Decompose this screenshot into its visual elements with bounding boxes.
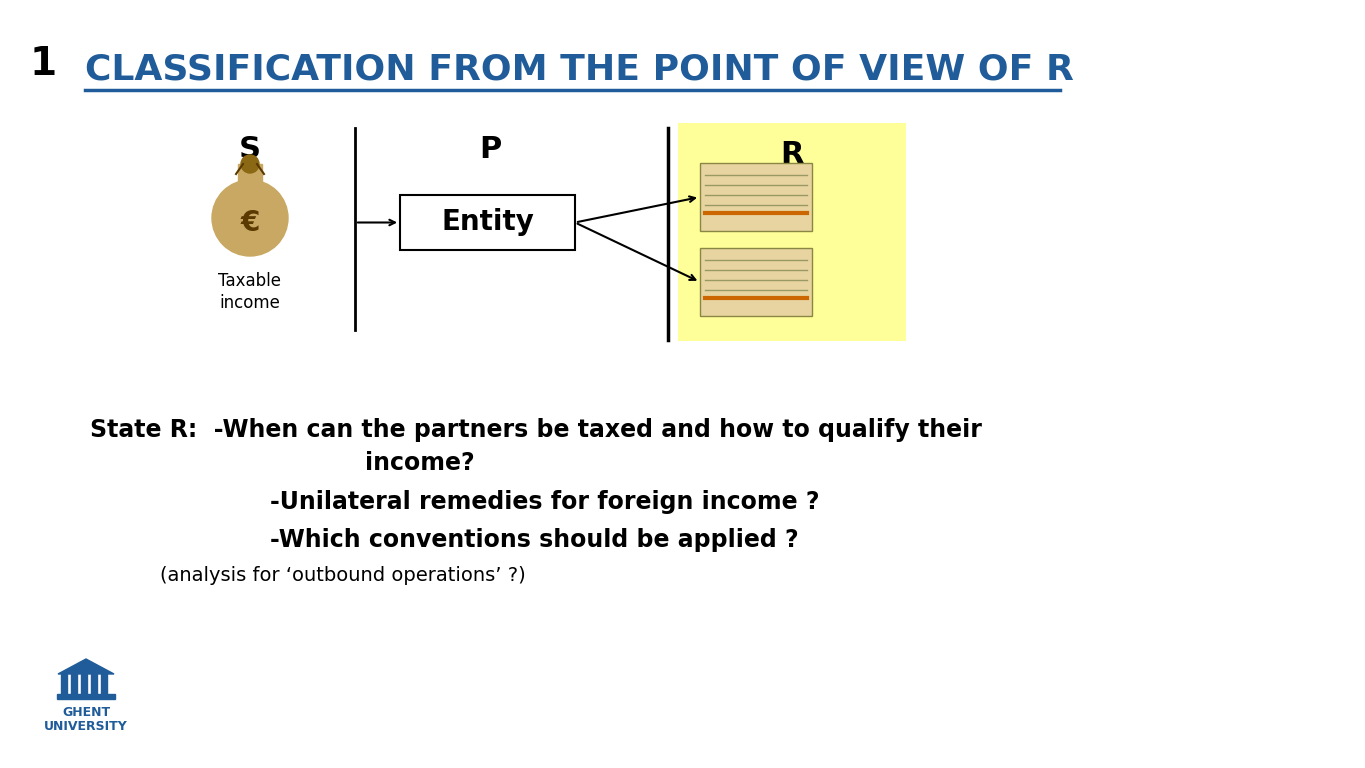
Bar: [61, 674, 67, 694]
Bar: [400, 195, 575, 250]
Bar: [700, 163, 812, 231]
Bar: [81, 674, 87, 694]
Bar: [700, 248, 812, 316]
Text: P: P: [479, 135, 501, 164]
Text: GHENT: GHENT: [61, 706, 111, 719]
Text: S: S: [239, 135, 261, 164]
Circle shape: [212, 180, 288, 256]
Text: 1: 1: [30, 45, 57, 83]
Text: UNIVERSITY: UNIVERSITY: [44, 720, 128, 733]
Text: Entity: Entity: [441, 208, 534, 237]
Polygon shape: [57, 659, 115, 674]
Bar: [71, 674, 76, 694]
Bar: [57, 694, 115, 699]
Bar: [101, 674, 106, 694]
Text: income?: income?: [366, 451, 475, 475]
Text: -Unilateral remedies for foreign income ?: -Unilateral remedies for foreign income …: [270, 490, 819, 514]
Text: Taxable
income: Taxable income: [218, 272, 281, 313]
Bar: [678, 123, 906, 341]
Text: (analysis for ‘outbound operations’ ?): (analysis for ‘outbound operations’ ?): [160, 566, 526, 585]
Circle shape: [242, 155, 259, 173]
Bar: [238, 164, 262, 182]
Text: State R:  -When can the partners be taxed and how to qualify their: State R: -When can the partners be taxed…: [90, 418, 981, 442]
Bar: [91, 674, 97, 694]
Text: -Which conventions should be applied ?: -Which conventions should be applied ?: [270, 528, 799, 552]
Text: €: €: [240, 209, 259, 237]
Text: CLASSIFICATION FROM THE POINT OF VIEW OF R: CLASSIFICATION FROM THE POINT OF VIEW OF…: [85, 52, 1074, 86]
Text: R: R: [781, 140, 804, 169]
